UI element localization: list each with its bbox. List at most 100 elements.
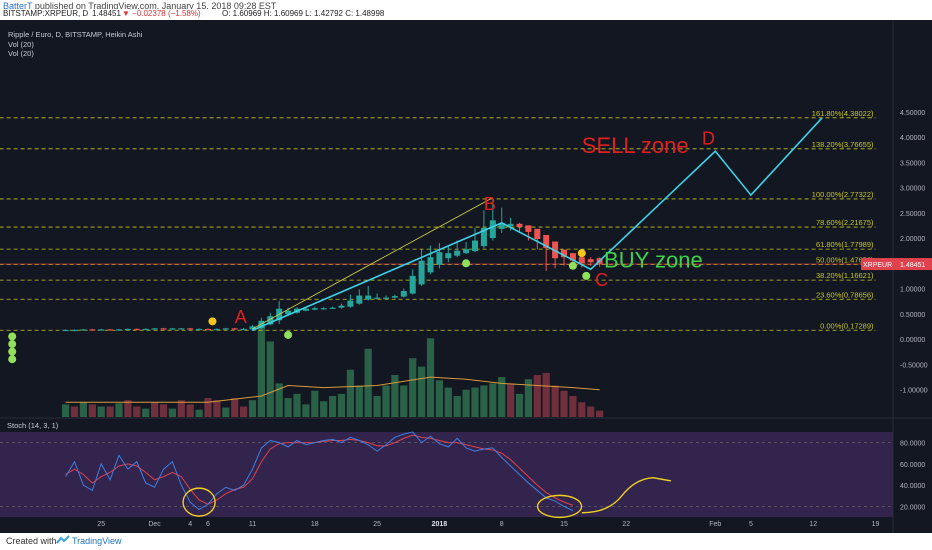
volume-bar [471, 387, 479, 417]
volume-bar [159, 404, 168, 417]
annotation-label: B [484, 194, 496, 214]
volume-bar [177, 400, 185, 417]
tradingview-brand[interactable]: TradingView [72, 536, 122, 546]
candle-body [463, 249, 470, 254]
publish-line: BatterT published on TradingView.com, Ja… [3, 1, 276, 11]
volume-bar [257, 324, 265, 417]
x-tick-label: 11 [249, 521, 256, 528]
volume-bar [346, 369, 354, 417]
annotation-label: SELL zone [582, 133, 689, 158]
x-tick-label: 15 [560, 521, 568, 528]
volume-bar [480, 385, 488, 417]
volume-indicator-1[interactable]: Vol (20) [8, 40, 34, 49]
volume-bar [355, 385, 363, 417]
candle-body [98, 329, 105, 331]
tradingview-logo-icon [56, 535, 70, 544]
annotation-label: BUY zone [604, 247, 703, 272]
chart-svg[interactable]: 4.50000 4.00000 3.50000 3.00000 2.50000 2.000… [0, 20, 932, 533]
signal-dot-yellow [577, 249, 586, 258]
volume-bar [498, 377, 506, 417]
candle-body [338, 305, 345, 308]
candle-body [347, 300, 354, 307]
volume-bar [124, 400, 132, 417]
candle-body [231, 328, 238, 330]
volume-bar [293, 393, 301, 417]
volume-bar [79, 402, 87, 417]
annotation-label: D [702, 129, 715, 149]
fib-level-label: 78.60%(2.21675) [816, 218, 874, 227]
signal-dot-green [582, 271, 591, 280]
author-name[interactable]: BatterT [3, 1, 33, 11]
price-tag-bg [861, 258, 932, 271]
volume-bar [524, 379, 532, 417]
volume-bar [88, 404, 96, 417]
candle-body [71, 329, 78, 332]
candle-body [151, 328, 158, 330]
candle-body [302, 308, 309, 311]
stoch-tick-label: 80.0000 [900, 441, 925, 448]
candle-body [454, 250, 461, 256]
price-tag-symbol: XRPEUR [863, 262, 892, 269]
signal-dot-green [8, 340, 17, 349]
y-tick-label: -0.50000 [900, 362, 928, 369]
chart-area[interactable]: 4.50000 4.00000 3.50000 3.00000 2.50000 2.000… [0, 20, 932, 533]
candle-body [196, 328, 203, 331]
volume-bar [507, 383, 515, 417]
volume-bar [213, 400, 221, 417]
volume-bar [382, 385, 390, 417]
oversold-circle-2 [536, 494, 583, 519]
y-tick-label: 3.50000 [900, 160, 925, 167]
candle-body [142, 328, 149, 331]
elliott-wave-path [252, 117, 823, 332]
x-tick-label: 25 [373, 521, 381, 528]
volume-bar [168, 408, 176, 417]
volume-bar [551, 385, 559, 417]
stoch-d-line [65, 434, 574, 506]
stoch-panel-bg [0, 432, 893, 517]
volume-bar [533, 375, 541, 417]
volume-bar [142, 408, 150, 417]
fib-level-label: 161.80%(4.38022) [812, 109, 874, 118]
candle-body [365, 295, 372, 300]
stoch-tick-label: 60.0000 [900, 462, 925, 469]
y-tick-label: 1.00000 [900, 287, 925, 294]
volume-indicator-2[interactable]: Vol (20) [8, 49, 34, 58]
candle-body [578, 257, 585, 264]
price-tag-value: 1.48451 [900, 262, 925, 269]
volume-bar [97, 406, 105, 417]
volume-bar [400, 385, 408, 417]
y-tick-label: 2.50000 [900, 211, 925, 218]
candle-body [62, 329, 69, 332]
stoch-tick-label: 40.0000 [900, 483, 925, 490]
candle-body [124, 328, 131, 331]
candle-body [240, 328, 247, 331]
candle-body [133, 328, 140, 331]
signal-dot-green [8, 355, 17, 364]
candle-body [480, 227, 487, 247]
x-tick-label: 2018 [432, 521, 448, 528]
volume-bar [444, 387, 452, 417]
candle-body [400, 291, 407, 297]
volume-bar [409, 358, 417, 417]
x-tick-label: 25 [97, 521, 105, 528]
candle-body [249, 326, 256, 330]
signal-dot-green [568, 261, 577, 270]
candle-body [107, 329, 114, 331]
y-tick-label: 2.00000 [900, 236, 925, 243]
candle-body [116, 329, 122, 331]
volume-bar [542, 372, 550, 417]
signal-dot-green [8, 347, 17, 356]
y-tick-label: 4.00000 [900, 135, 925, 142]
volume-bar [70, 406, 79, 417]
volume-bar [186, 404, 194, 417]
candle-body [267, 316, 274, 325]
symbol-name[interactable]: BITSTAMP:XRPEUR, D [3, 9, 89, 18]
volume-bar [266, 341, 274, 417]
stoch-indicator-label[interactable]: Stoch (14, 3, 1) [7, 421, 59, 430]
volume-bar [231, 398, 239, 417]
candle-body [543, 234, 550, 249]
fib-level-label: 61.80%(1.77989) [816, 240, 874, 249]
volume-bar [320, 401, 328, 417]
candle-body [205, 328, 211, 331]
volume-bar [62, 404, 70, 417]
